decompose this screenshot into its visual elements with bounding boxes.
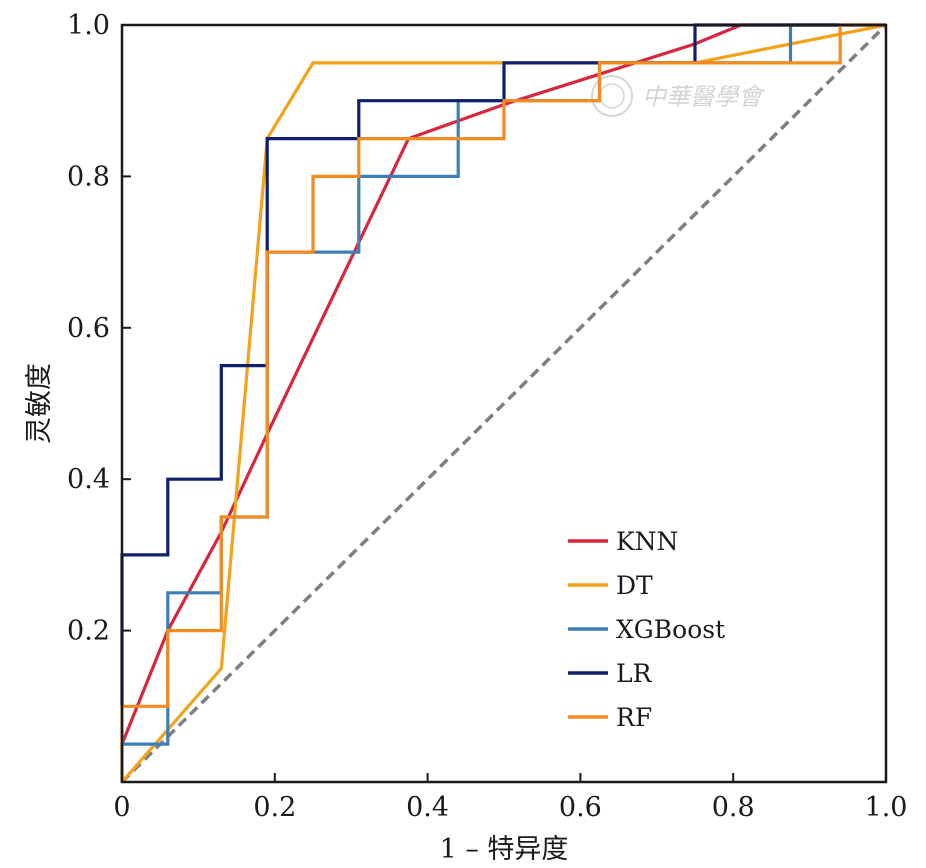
legend-label-xgboost: XGBoost: [616, 615, 725, 644]
y-axis-label: 灵敏度: [24, 363, 55, 444]
x-tick-label: 0.4: [406, 792, 449, 823]
legend-label-lr: LR: [616, 659, 653, 688]
legend-label-dt: DT: [616, 571, 653, 600]
reference-diagonal: [120, 23, 888, 784]
legend-label-rf: RF: [616, 703, 652, 732]
legend-label-knn: KNN: [616, 527, 678, 556]
y-tick-label: 0.6: [67, 313, 110, 344]
y-tick-label: 1.0: [67, 10, 110, 41]
plot-frame: [120, 23, 888, 784]
x-tick-label: 0.8: [712, 792, 755, 823]
x-tick-label: 0: [113, 792, 130, 823]
series-layer: [120, 23, 887, 784]
series-line-knn: [120, 23, 886, 745]
watermark-text: 中華醫學會: [642, 83, 765, 111]
ticks-layer: 0 0.2 0.4 0.6 0.8 1.0 0.2 0.4 0.6 0.8 1.0: [67, 10, 907, 823]
y-tick-label: 0.8: [67, 161, 110, 192]
y-tick-label: 0.4: [67, 464, 110, 495]
series-line-lr: [120, 23, 886, 707]
series-line-rf: [120, 23, 886, 782]
x-tick-label: 0.2: [253, 792, 296, 823]
x-tick-label: 1.0: [865, 792, 908, 823]
watermark-seal-icon: [591, 75, 633, 117]
legend: KNN DT XGBoost LR RF: [568, 527, 725, 732]
watermark-seal-inner-icon: [599, 83, 625, 109]
x-tick-label: 0.6: [559, 792, 602, 823]
x-axis-label: 1 – 特异度: [440, 834, 569, 865]
watermark: 中華醫學會: [591, 75, 765, 117]
y-tick-label: 0.2: [67, 616, 110, 647]
